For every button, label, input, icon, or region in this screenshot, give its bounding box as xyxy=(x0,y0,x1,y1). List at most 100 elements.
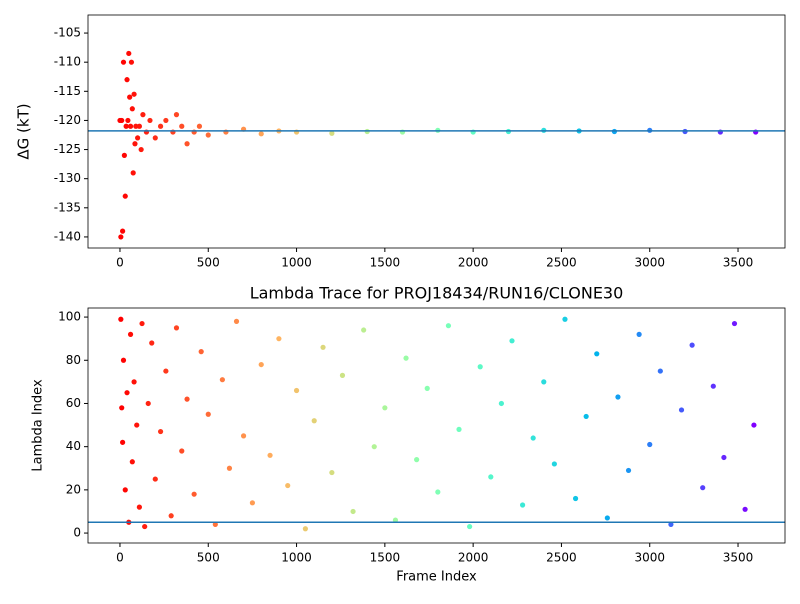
point xyxy=(139,320,145,327)
point xyxy=(751,422,757,428)
point xyxy=(131,91,137,97)
x-tick-label: 3500 xyxy=(723,551,754,565)
point xyxy=(403,355,409,361)
point xyxy=(147,117,153,124)
point xyxy=(118,234,124,240)
axes-frame xyxy=(87,14,786,249)
point xyxy=(562,316,568,322)
y-tick-label: 0 xyxy=(73,526,81,540)
y-tick-label: -140 xyxy=(54,229,81,243)
point xyxy=(198,349,204,355)
point xyxy=(205,411,211,417)
point xyxy=(131,379,137,385)
point xyxy=(519,502,526,508)
y-tick-label: 80 xyxy=(66,353,81,367)
point xyxy=(163,117,169,124)
point xyxy=(583,413,589,420)
point xyxy=(134,422,140,428)
point xyxy=(129,106,135,112)
point xyxy=(392,517,399,523)
point xyxy=(184,396,190,402)
y-tick-label: 40 xyxy=(66,439,81,453)
y-axis-label: Lambda Index xyxy=(31,379,46,472)
point xyxy=(350,508,356,515)
point xyxy=(122,487,128,493)
point xyxy=(731,320,738,327)
x-tick-label: 1000 xyxy=(281,256,312,270)
point xyxy=(339,372,346,378)
point xyxy=(541,379,547,385)
point xyxy=(179,123,185,129)
point xyxy=(135,135,141,141)
y-tick-label: -115 xyxy=(54,84,81,98)
point xyxy=(258,131,264,137)
x-tick-label: 500 xyxy=(197,256,220,270)
point xyxy=(647,441,653,448)
point xyxy=(477,364,483,370)
point xyxy=(371,444,377,450)
point xyxy=(119,405,125,411)
point xyxy=(123,123,129,129)
point xyxy=(498,400,504,407)
x-tick-label: 1500 xyxy=(370,256,401,270)
x-tick-label: 2500 xyxy=(546,551,577,565)
x-tick-label: 3000 xyxy=(634,256,665,270)
x-tick-label: 1500 xyxy=(370,551,401,565)
x-tick-label: 1000 xyxy=(281,551,312,565)
point xyxy=(191,491,197,497)
point xyxy=(445,323,452,329)
y-tick-label: -120 xyxy=(54,113,81,127)
point xyxy=(382,405,388,411)
point xyxy=(127,331,134,337)
point xyxy=(120,439,126,445)
point xyxy=(678,407,685,413)
point xyxy=(196,123,203,129)
point xyxy=(128,59,135,65)
x-tick-label: 2000 xyxy=(458,256,489,270)
point xyxy=(130,170,136,176)
point xyxy=(127,123,134,129)
point xyxy=(293,387,300,394)
point xyxy=(710,383,716,389)
point xyxy=(636,331,642,337)
point xyxy=(700,485,706,491)
point xyxy=(212,521,218,528)
point xyxy=(267,452,273,458)
y-tick-label: -135 xyxy=(54,200,81,214)
point xyxy=(249,500,256,506)
point xyxy=(157,123,164,129)
y-tick-label: -105 xyxy=(54,26,81,40)
point xyxy=(320,344,326,350)
point xyxy=(329,469,335,476)
point xyxy=(414,457,420,463)
point xyxy=(157,428,164,435)
point xyxy=(625,467,632,474)
point xyxy=(311,418,317,424)
point xyxy=(456,426,462,432)
y-tick-label: 20 xyxy=(66,482,81,496)
y-tick-label: 60 xyxy=(66,396,81,410)
point xyxy=(424,385,430,391)
y-axis-label: ΔG (kT) xyxy=(15,103,33,159)
point xyxy=(118,316,124,322)
point xyxy=(142,523,148,530)
point xyxy=(120,357,127,363)
chart-title: Lambda Trace for PROJ18434/RUN16/CLONE30 xyxy=(250,284,624,303)
point xyxy=(136,504,142,510)
point xyxy=(124,390,130,396)
x-tick-label: 2500 xyxy=(546,256,577,270)
point xyxy=(594,351,600,357)
point xyxy=(721,454,727,461)
point xyxy=(668,521,674,528)
point xyxy=(530,435,536,441)
point xyxy=(136,123,142,129)
x-tick-label: 3000 xyxy=(634,551,665,565)
point xyxy=(120,228,126,234)
point xyxy=(240,433,247,439)
point xyxy=(126,50,132,57)
point xyxy=(361,327,367,333)
point xyxy=(467,523,473,530)
point xyxy=(119,117,125,124)
point xyxy=(163,368,169,374)
